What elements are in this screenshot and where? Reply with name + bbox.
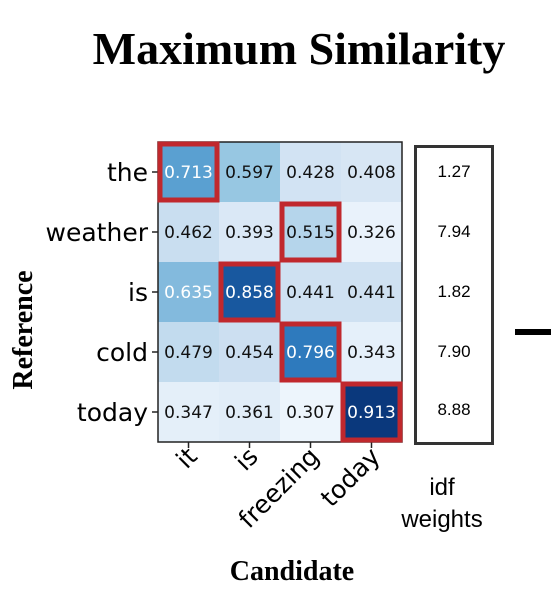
idf-weight-weather: 7.94 [437, 222, 471, 241]
idf-weight-the: 1.27 [437, 162, 471, 181]
y-tick-label: weather [46, 218, 149, 247]
cell-value-2-3: 0.441 [347, 283, 396, 303]
x-tick-label: it [170, 442, 202, 474]
cell-value-0-0: 0.713 [164, 163, 213, 183]
heatmap-cell-1-1 [219, 202, 280, 262]
heatmap-cell-3-3 [341, 322, 402, 382]
heatmap-cell-4-0 [158, 382, 219, 442]
max-highlight-box [218, 261, 281, 323]
cell-value-3-0: 0.479 [164, 343, 213, 363]
idf-weight-is: 1.82 [437, 282, 471, 301]
cell-value-1-3: 0.326 [347, 223, 396, 243]
idf-label-line2: weights [401, 506, 483, 533]
cell-value-4-2: 0.307 [286, 403, 335, 423]
cell-value-0-2: 0.428 [286, 163, 335, 183]
heatmap-cell-0-3 [341, 142, 402, 202]
heatmap-cell-0-1 [219, 142, 280, 202]
heatmap-cell-3-1 [219, 322, 280, 382]
idf-weights-box [414, 145, 494, 445]
arrow-stub [515, 329, 551, 335]
max-highlight-box [340, 381, 403, 443]
x-tick-label: is [229, 442, 264, 477]
heatmap-cell-1-0 [158, 202, 219, 262]
y-tick-label: is [128, 278, 148, 307]
cell-value-3-2: 0.796 [286, 343, 335, 363]
heatmap-cell-4-2 [280, 382, 341, 442]
cell-value-1-2: 0.515 [286, 223, 335, 243]
cell-value-0-1: 0.597 [225, 163, 274, 183]
heatmap-cell-4-3 [341, 382, 402, 442]
cell-value-3-1: 0.454 [225, 343, 274, 363]
heatmap-cell-0-0 [158, 142, 219, 202]
max-highlight-box [279, 201, 342, 263]
cell-value-2-2: 0.441 [286, 283, 335, 303]
y-tick-label: cold [96, 338, 148, 367]
heatmap-cell-4-1 [219, 382, 280, 442]
cell-value-4-1: 0.361 [225, 403, 274, 423]
y-tick-label: today [77, 398, 148, 427]
idf-weight-today: 8.88 [437, 400, 471, 419]
heatmap-cell-2-2 [280, 262, 341, 322]
chart-title: Maximum Similarity [92, 23, 506, 74]
y-tick-label: the [107, 158, 148, 187]
heatmap-cell-2-3 [341, 262, 402, 322]
cell-value-1-1: 0.393 [225, 223, 274, 243]
heatmap-cell-1-2 [280, 202, 341, 262]
cell-value-2-1: 0.858 [225, 283, 274, 303]
heatmap-cell-2-1 [219, 262, 280, 322]
x-tick-label: today [315, 442, 386, 513]
max-highlight-box [279, 321, 342, 383]
x-axis-label: Candidate [229, 556, 355, 587]
cell-value-4-0: 0.347 [164, 403, 213, 423]
idf-label-line1: idf [429, 474, 455, 501]
heatmap-cell-1-3 [341, 202, 402, 262]
y-axis-label: Reference [8, 270, 39, 390]
heatmap-cell-3-2 [280, 322, 341, 382]
cell-value-4-3: 0.913 [347, 403, 396, 423]
heatmap-cell-0-2 [280, 142, 341, 202]
cell-value-2-0: 0.635 [164, 283, 213, 303]
cell-value-0-3: 0.408 [347, 163, 396, 183]
heatmap-cell-3-0 [158, 322, 219, 382]
max-highlight-box [157, 141, 220, 203]
cell-value-3-3: 0.343 [347, 343, 396, 363]
cell-value-1-0: 0.462 [164, 223, 213, 243]
idf-weight-cold: 7.90 [437, 342, 471, 361]
heatmap-cell-2-0 [158, 262, 219, 322]
